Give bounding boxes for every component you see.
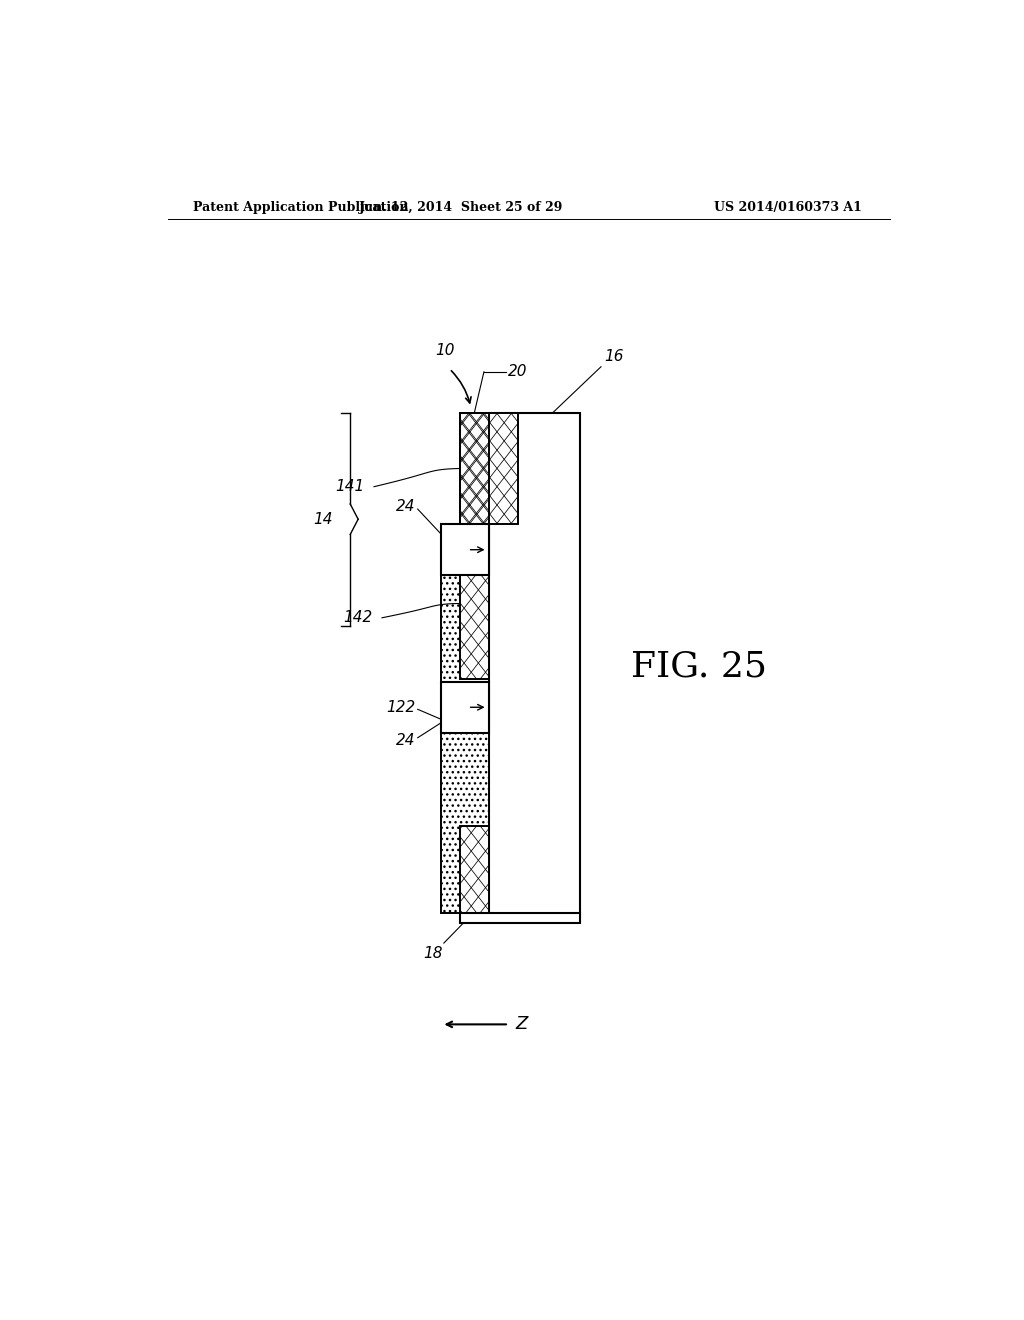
- Text: Jun. 12, 2014  Sheet 25 of 29: Jun. 12, 2014 Sheet 25 of 29: [359, 201, 563, 214]
- Text: 24: 24: [396, 499, 416, 513]
- Bar: [460, 826, 489, 912]
- Text: 10: 10: [435, 343, 456, 358]
- Text: 24: 24: [396, 734, 416, 748]
- Text: Patent Application Publication: Patent Application Publication: [194, 201, 409, 214]
- Bar: [460, 413, 489, 524]
- Bar: [441, 524, 489, 576]
- Bar: [441, 527, 489, 912]
- Text: Z: Z: [515, 1015, 527, 1034]
- Bar: [460, 574, 489, 678]
- Bar: [460, 413, 518, 524]
- Text: 18: 18: [423, 946, 442, 961]
- Text: 20: 20: [508, 364, 527, 379]
- Bar: [460, 574, 489, 678]
- Bar: [460, 912, 581, 923]
- Text: US 2014/0160373 A1: US 2014/0160373 A1: [714, 201, 862, 214]
- Bar: [441, 682, 489, 733]
- Text: 122: 122: [386, 700, 416, 714]
- Bar: [489, 413, 581, 916]
- Text: FIG. 25: FIG. 25: [632, 649, 767, 684]
- Text: 142: 142: [343, 610, 373, 626]
- Bar: [460, 413, 489, 524]
- Bar: [460, 413, 518, 524]
- Bar: [460, 826, 489, 912]
- Text: 14: 14: [313, 512, 333, 527]
- Text: 16: 16: [604, 348, 624, 364]
- Text: 141: 141: [335, 479, 365, 494]
